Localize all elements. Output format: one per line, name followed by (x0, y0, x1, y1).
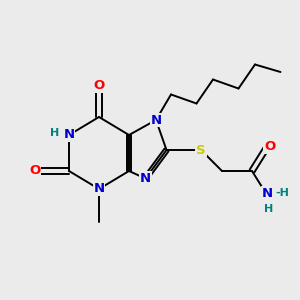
Text: H: H (264, 203, 273, 214)
Text: N: N (140, 172, 151, 185)
Text: O: O (93, 79, 105, 92)
Text: S: S (196, 143, 206, 157)
Text: O: O (29, 164, 40, 178)
Text: N: N (261, 187, 273, 200)
Text: N: N (150, 113, 162, 127)
Text: H: H (50, 128, 59, 139)
Text: -H: -H (276, 188, 289, 199)
Text: O: O (264, 140, 276, 154)
Text: N: N (63, 128, 75, 142)
Text: N: N (93, 182, 105, 196)
